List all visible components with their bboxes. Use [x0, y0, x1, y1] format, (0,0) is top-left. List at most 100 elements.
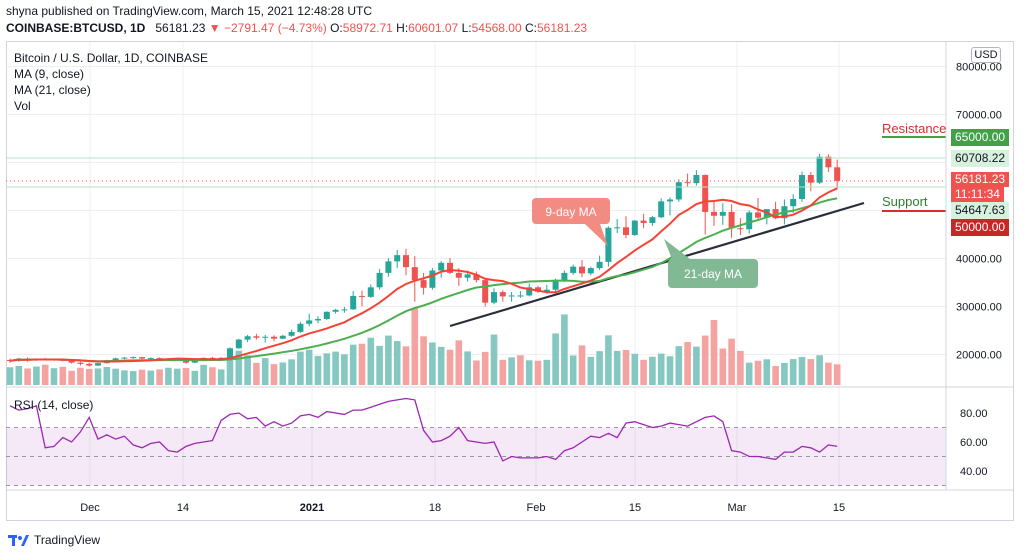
volume-bar	[789, 359, 797, 385]
volume-bar	[552, 333, 559, 385]
ma9-legend[interactable]: MA (9, close)	[14, 67, 85, 81]
candle-body	[112, 358, 119, 361]
volume-bar	[437, 346, 445, 385]
candle-body	[323, 311, 330, 319]
rsi-legend[interactable]: RSI (14, close)	[14, 398, 94, 412]
volume-bar	[226, 359, 234, 385]
price-tick-label: 30000.00	[956, 302, 1002, 314]
candle-body	[385, 261, 392, 273]
volume-bar	[816, 355, 823, 385]
candle-body	[561, 272, 568, 281]
candle-body	[491, 292, 497, 303]
candle-body	[772, 209, 779, 219]
volume-bar	[508, 357, 515, 385]
candle-body	[570, 266, 577, 273]
ma21-legend[interactable]: MA (21, close)	[14, 83, 91, 97]
countdown-tag: 11:11:34	[951, 187, 1004, 202]
volume-bar	[367, 337, 375, 385]
volume-bar	[631, 353, 639, 385]
candlesticks	[7, 153, 841, 367]
candle-body	[455, 272, 462, 278]
candle-body	[147, 358, 154, 360]
ohlc-bar: COINBASE:BTCUSD, 1D 56181.23 ▼ −2791.47 …	[6, 21, 587, 35]
candle-body	[746, 212, 753, 230]
candle-body	[517, 295, 524, 297]
candle-body	[693, 174, 700, 184]
volume-bar	[156, 369, 163, 385]
candle-body	[684, 182, 691, 184]
volume-bar	[305, 349, 313, 385]
volume-bar	[429, 342, 436, 385]
volume-bar	[833, 364, 841, 385]
chart-grid	[6, 42, 946, 488]
candle-body	[227, 348, 233, 358]
volume-bar	[701, 335, 709, 385]
volume-bar	[332, 351, 339, 385]
open-value: 58972.71	[342, 21, 393, 35]
candle-body	[68, 360, 75, 363]
rsi-tick-label: 60.00	[960, 437, 988, 449]
volume-bar	[473, 360, 480, 385]
tradingview-icon	[8, 535, 29, 546]
volume-bar	[420, 336, 427, 385]
volume-bar	[385, 335, 392, 385]
ma9-line	[9, 187, 838, 363]
volume-bar	[543, 359, 551, 385]
last-price-tag: 56181.23	[951, 172, 1010, 187]
volume-bar	[411, 308, 419, 385]
tradingview-logo[interactable]: TradingView	[8, 533, 100, 547]
candle-body	[262, 336, 269, 338]
candle-body	[297, 323, 304, 332]
candle-body	[359, 295, 365, 297]
volume-bar	[244, 355, 251, 385]
ma21-callout-box	[668, 259, 758, 288]
candle-body	[596, 261, 603, 269]
support-tag: 50000.00	[951, 219, 1010, 236]
publisher-line: shyna published on TradingView.com, Marc…	[6, 4, 372, 18]
axes: 80000.0070000.0060000.0050000.0040000.00…	[6, 42, 1014, 514]
volume-bar	[569, 355, 577, 385]
volume-bar	[121, 370, 128, 385]
candle-body	[341, 309, 348, 311]
volume-bar	[15, 366, 23, 385]
symbol-title: Bitcoin / U.S. Dollar, 1D, COINBASE	[14, 51, 209, 65]
candle-body	[535, 287, 541, 292]
candle-body	[552, 280, 559, 290]
candle-body	[411, 267, 418, 281]
time-tick-label: Mar	[728, 502, 747, 514]
time-tick-label: 15	[833, 502, 845, 514]
price-tick-label: 40000.00	[956, 254, 1002, 266]
candle-body	[235, 339, 242, 349]
ma21-callout-pointer	[664, 239, 690, 259]
volume-bar	[270, 364, 278, 385]
candle-body	[816, 156, 823, 183]
price-change: −2791.47 (−4.73%)	[224, 21, 327, 35]
candle-body	[526, 287, 533, 296]
candle-body	[367, 287, 374, 297]
volume-bar	[807, 359, 815, 385]
candle-body	[253, 336, 260, 338]
candle-body	[499, 292, 506, 297]
currency-button[interactable]: USD	[971, 47, 1001, 63]
candle-body	[640, 220, 647, 223]
volume-bar	[138, 369, 146, 385]
volume-bar	[596, 351, 603, 385]
volume-bar	[182, 367, 190, 385]
high-value: 60601.07	[408, 21, 459, 35]
symbol-label[interactable]: COINBASE:BTCUSD, 1D	[6, 21, 146, 35]
candle-body	[130, 357, 137, 359]
high-label: H:	[396, 21, 409, 35]
candle-body	[667, 199, 673, 202]
volume-bar	[798, 356, 806, 385]
low-value: 54568.00	[471, 21, 522, 35]
volume-bar	[297, 351, 304, 385]
candle-body	[271, 336, 277, 339]
volume-bar	[33, 366, 40, 385]
volume-bar	[173, 368, 181, 385]
volume-bar	[534, 360, 542, 385]
volume-legend[interactable]: Vol	[14, 99, 31, 113]
volume-bar	[349, 344, 357, 385]
ma9-callout-box	[532, 198, 610, 224]
candle-body	[350, 295, 357, 310]
